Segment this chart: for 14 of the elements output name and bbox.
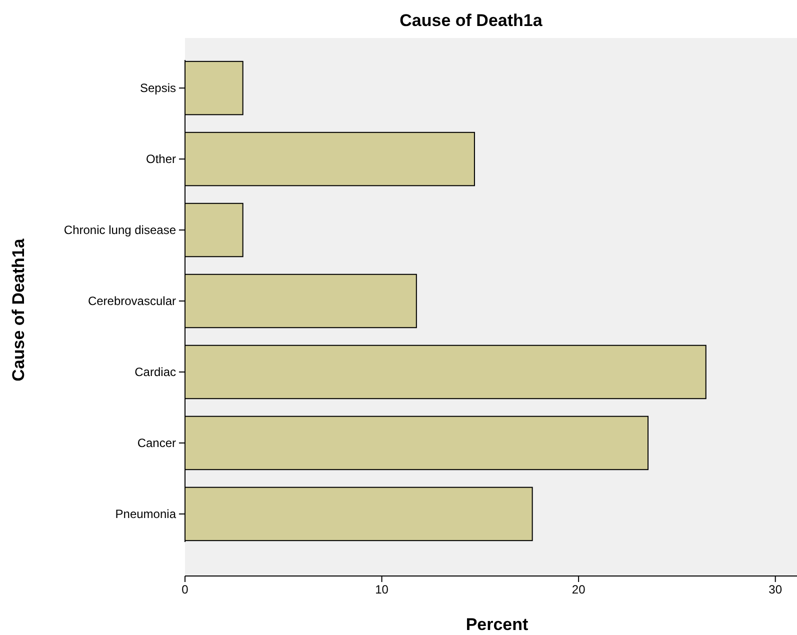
y-tick-label: Sepsis	[140, 80, 176, 95]
x-tick-label: 20	[572, 582, 586, 597]
y-tick-label: Cerebrovascular	[88, 294, 176, 308]
x-tick-label: 0	[182, 582, 189, 597]
x-tick-label: 10	[375, 582, 389, 597]
y-tick-label: Other	[146, 152, 176, 166]
y-tick-label: Pneumonia	[115, 506, 176, 521]
chart-title: Cause of Death1a	[400, 11, 543, 30]
y-tick-label: Cancer	[137, 436, 176, 450]
y-axis-title: Cause of Death1a	[9, 238, 28, 382]
y-tick-label: Cardiac	[134, 364, 176, 379]
x-axis-title: Percent	[466, 615, 529, 634]
y-tick-label: Chronic lung disease	[64, 222, 176, 237]
x-tick-label: 30	[768, 582, 782, 597]
